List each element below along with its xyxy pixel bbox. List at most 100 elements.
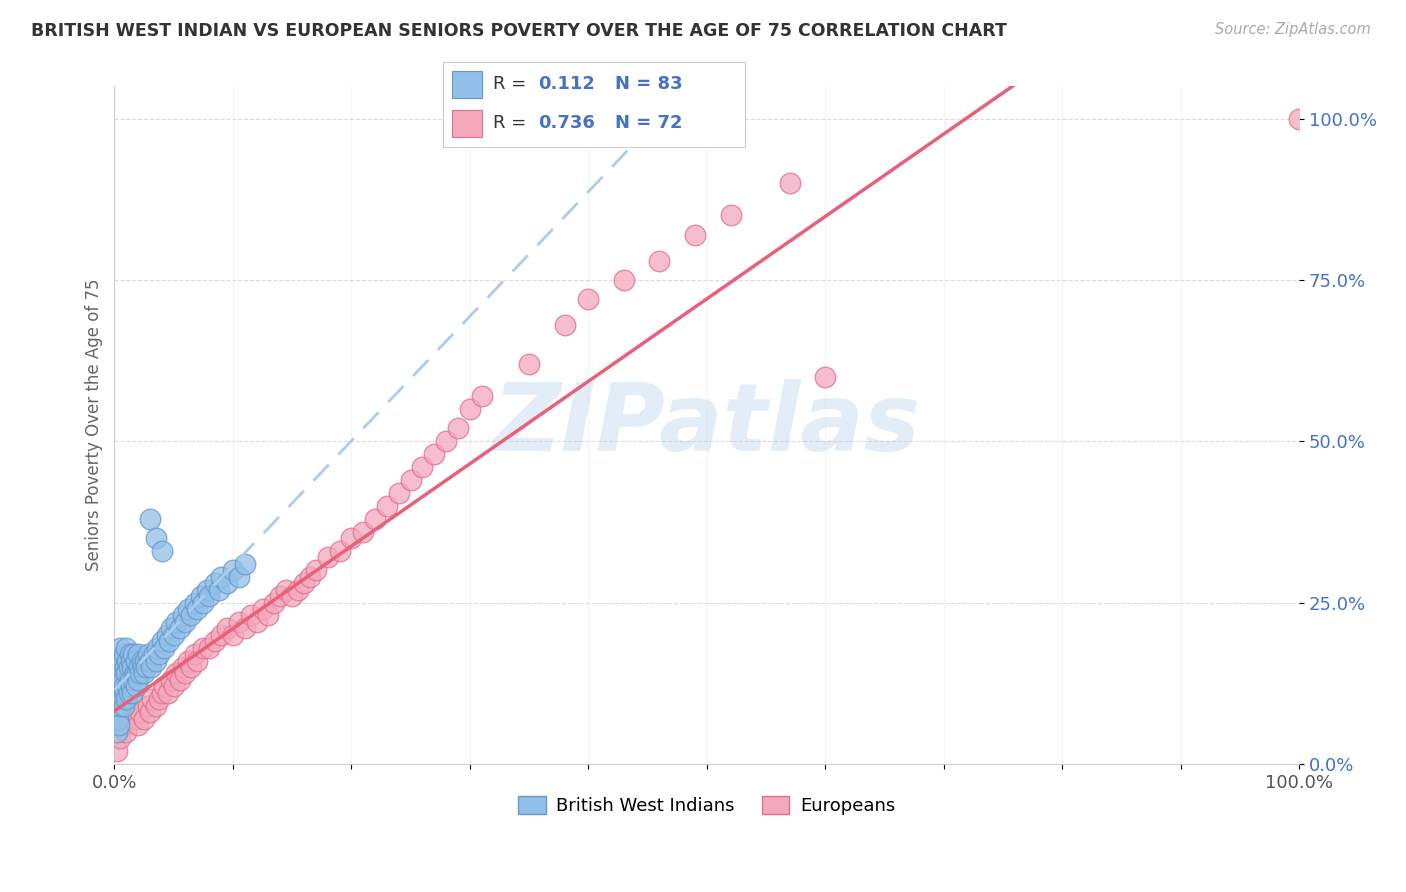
Point bbox=[150, 634, 173, 648]
Point bbox=[156, 686, 179, 700]
Point bbox=[180, 660, 202, 674]
Point bbox=[104, 705, 127, 719]
Point bbox=[222, 628, 245, 642]
Point bbox=[132, 660, 155, 674]
Point bbox=[108, 673, 131, 687]
Point bbox=[423, 447, 446, 461]
Point bbox=[105, 724, 128, 739]
Point bbox=[292, 576, 315, 591]
Point bbox=[112, 698, 135, 713]
Point bbox=[112, 680, 135, 694]
Point bbox=[127, 647, 149, 661]
Point bbox=[233, 557, 256, 571]
Text: R =: R = bbox=[492, 114, 526, 132]
Y-axis label: Seniors Poverty Over the Age of 75: Seniors Poverty Over the Age of 75 bbox=[86, 279, 103, 572]
Point bbox=[193, 595, 215, 609]
Point bbox=[233, 621, 256, 635]
Point bbox=[245, 615, 267, 629]
Point bbox=[252, 602, 274, 616]
Point bbox=[720, 208, 742, 222]
Point bbox=[129, 705, 152, 719]
Point bbox=[118, 673, 141, 687]
Point bbox=[186, 602, 208, 616]
Point bbox=[105, 744, 128, 758]
Point bbox=[128, 660, 150, 674]
Point bbox=[121, 686, 143, 700]
Point bbox=[316, 550, 339, 565]
Point bbox=[352, 524, 374, 539]
Text: N = 83: N = 83 bbox=[616, 76, 683, 94]
Point bbox=[434, 434, 457, 449]
Point bbox=[340, 531, 363, 545]
Point bbox=[160, 621, 183, 635]
Point bbox=[172, 608, 194, 623]
Point bbox=[298, 570, 321, 584]
Point bbox=[112, 718, 135, 732]
Point bbox=[228, 615, 250, 629]
Point bbox=[165, 615, 187, 629]
Point bbox=[375, 499, 398, 513]
Point bbox=[153, 640, 176, 655]
Point bbox=[110, 654, 132, 668]
Point bbox=[388, 486, 411, 500]
Point bbox=[163, 680, 186, 694]
Point bbox=[107, 712, 129, 726]
Point bbox=[127, 718, 149, 732]
Point bbox=[399, 473, 422, 487]
Point bbox=[114, 660, 136, 674]
FancyBboxPatch shape bbox=[451, 110, 482, 137]
Point bbox=[145, 698, 167, 713]
Point bbox=[114, 686, 136, 700]
Point bbox=[124, 666, 146, 681]
Point bbox=[305, 563, 328, 577]
Point bbox=[129, 666, 152, 681]
Point bbox=[814, 369, 837, 384]
Point bbox=[110, 640, 132, 655]
Point bbox=[136, 698, 159, 713]
Point bbox=[228, 570, 250, 584]
Point bbox=[447, 421, 470, 435]
Point bbox=[134, 654, 156, 668]
Point bbox=[115, 692, 138, 706]
Point bbox=[155, 628, 177, 642]
Point bbox=[117, 654, 139, 668]
Point bbox=[107, 660, 129, 674]
Point bbox=[148, 647, 170, 661]
Point bbox=[139, 511, 162, 525]
Point bbox=[117, 680, 139, 694]
Point bbox=[174, 666, 197, 681]
Point bbox=[215, 621, 238, 635]
Text: 0.736: 0.736 bbox=[538, 114, 595, 132]
Text: N = 72: N = 72 bbox=[616, 114, 683, 132]
Point bbox=[117, 712, 139, 726]
Point bbox=[139, 654, 162, 668]
Point bbox=[110, 686, 132, 700]
Point bbox=[127, 673, 149, 687]
Point bbox=[121, 660, 143, 674]
Point bbox=[115, 666, 138, 681]
Point bbox=[132, 712, 155, 726]
Point bbox=[132, 666, 155, 681]
Point bbox=[115, 640, 138, 655]
Point bbox=[125, 712, 148, 726]
Point bbox=[153, 680, 176, 694]
Point bbox=[107, 692, 129, 706]
Point bbox=[120, 654, 142, 668]
Point bbox=[117, 686, 139, 700]
Point bbox=[111, 692, 134, 706]
Point bbox=[276, 582, 298, 597]
Text: R =: R = bbox=[492, 76, 526, 94]
Point bbox=[169, 621, 191, 635]
Point bbox=[269, 589, 291, 603]
Point bbox=[118, 647, 141, 661]
Point bbox=[222, 563, 245, 577]
Point bbox=[779, 176, 801, 190]
Point bbox=[139, 705, 162, 719]
Point bbox=[239, 608, 262, 623]
Point bbox=[150, 686, 173, 700]
Point bbox=[131, 654, 153, 668]
Point bbox=[1288, 112, 1310, 126]
Point bbox=[517, 357, 540, 371]
Point bbox=[174, 615, 197, 629]
Point bbox=[121, 705, 143, 719]
